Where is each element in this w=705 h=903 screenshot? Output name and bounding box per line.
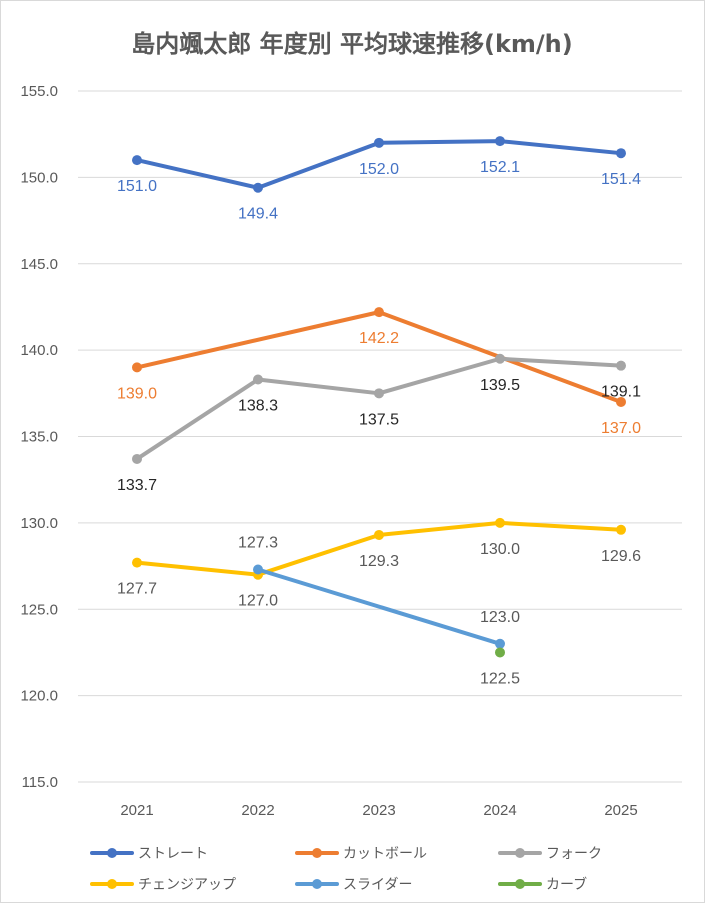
data-point — [374, 529, 384, 540]
data-label: 129.6 — [601, 548, 641, 565]
data-label: 133.7 — [117, 477, 157, 494]
legend-label: スライダー — [343, 877, 412, 893]
y-axis-ticks: 115.0 120.0 125.0 130.0 135.0 140.0 145.0 150.0… — [20, 83, 58, 791]
data-label: 151.0 — [117, 178, 157, 195]
data-point — [374, 137, 384, 148]
data-label: 137.0 — [601, 420, 641, 437]
x-tick-label: 2021 — [120, 802, 153, 819]
y-tick-label: 125.0 — [20, 601, 58, 618]
series-1 — [132, 307, 626, 407]
series-line — [256, 567, 502, 646]
legend-marker — [515, 879, 525, 889]
legend-label: フォーク — [546, 846, 602, 862]
data-label: 138.3 — [238, 397, 278, 414]
data-label: 127.0 — [238, 593, 278, 610]
data-label: 142.2 — [359, 330, 399, 347]
legend-item: スライダー — [295, 877, 412, 893]
data-point — [132, 362, 142, 373]
chart-title: 島内颯太郎 年度別 平均球速推移(km/h) — [131, 30, 572, 58]
series-5 — [495, 647, 505, 658]
gridlines — [78, 90, 682, 783]
legend-item: カットボール — [295, 846, 427, 862]
x-axis-ticks: 2021 2022 2023 2024 2025 — [120, 802, 637, 819]
y-tick-label: 145.0 — [20, 256, 58, 273]
data-point — [495, 647, 505, 658]
x-tick-label: 2024 — [483, 802, 516, 819]
series-3 — [132, 517, 626, 580]
data-label: 127.3 — [238, 535, 278, 552]
data-label: 152.1 — [480, 159, 520, 176]
data-label: 129.3 — [359, 553, 399, 570]
legend-item: フォーク — [498, 846, 602, 862]
x-tick-label: 2023 — [362, 802, 395, 819]
data-label: 149.4 — [238, 206, 278, 223]
y-tick-label: 140.0 — [20, 342, 58, 359]
data-label: 137.5 — [359, 411, 399, 428]
data-label: 122.5 — [480, 670, 520, 687]
data-label: 139.0 — [117, 385, 157, 402]
data-label: 123.0 — [480, 609, 520, 626]
legend-item: ストレート — [90, 846, 208, 862]
data-point — [616, 148, 626, 159]
legend-marker — [107, 879, 117, 889]
legend-label: ストレート — [138, 846, 208, 862]
series-2 — [132, 353, 626, 464]
y-tick-label: 150.0 — [20, 169, 58, 186]
data-point — [616, 524, 626, 535]
data-point — [495, 638, 505, 649]
legend-item: カーブ — [498, 876, 587, 893]
data-point — [253, 564, 263, 575]
data-point — [374, 307, 384, 318]
series-0 — [132, 136, 626, 193]
data-point — [495, 517, 505, 528]
data-point — [253, 374, 263, 385]
data-label: 151.4 — [601, 171, 641, 188]
data-point — [132, 557, 142, 568]
data-label: 139.1 — [601, 384, 641, 401]
data-label: 127.7 — [117, 581, 157, 598]
y-tick-label: 155.0 — [20, 83, 58, 100]
series-layer — [132, 136, 626, 658]
data-label: 130.0 — [480, 541, 520, 558]
y-tick-label: 115.0 — [22, 774, 58, 791]
data-point — [374, 388, 384, 399]
legend-marker — [515, 848, 525, 858]
data-point — [132, 155, 142, 166]
data-labels: 151.0 149.4 152.0 152.1 151.4 139.0 142.2 137.0… — [117, 159, 641, 687]
y-tick-label: 120.0 — [20, 688, 58, 705]
y-tick-label: 130.0 — [20, 515, 58, 532]
legend-label: カーブ — [546, 876, 587, 893]
data-point — [616, 396, 626, 407]
y-tick-label: 135.0 — [20, 429, 58, 446]
legend-marker — [312, 848, 322, 858]
x-tick-label: 2022 — [241, 802, 274, 819]
legend-item: チェンジアップ — [90, 877, 236, 893]
data-label: 152.0 — [359, 161, 399, 178]
legend-marker — [107, 848, 117, 858]
x-tick-label: 2025 — [604, 802, 637, 819]
data-point — [495, 136, 505, 147]
legend-marker — [312, 879, 322, 889]
legend-label: カットボール — [343, 846, 427, 862]
legend-label: チェンジアップ — [138, 877, 236, 893]
data-point — [253, 182, 263, 193]
data-point — [616, 360, 626, 371]
data-point — [495, 353, 505, 364]
data-label: 139.5 — [480, 377, 520, 394]
data-point — [132, 453, 142, 464]
series-4 — [253, 564, 505, 649]
